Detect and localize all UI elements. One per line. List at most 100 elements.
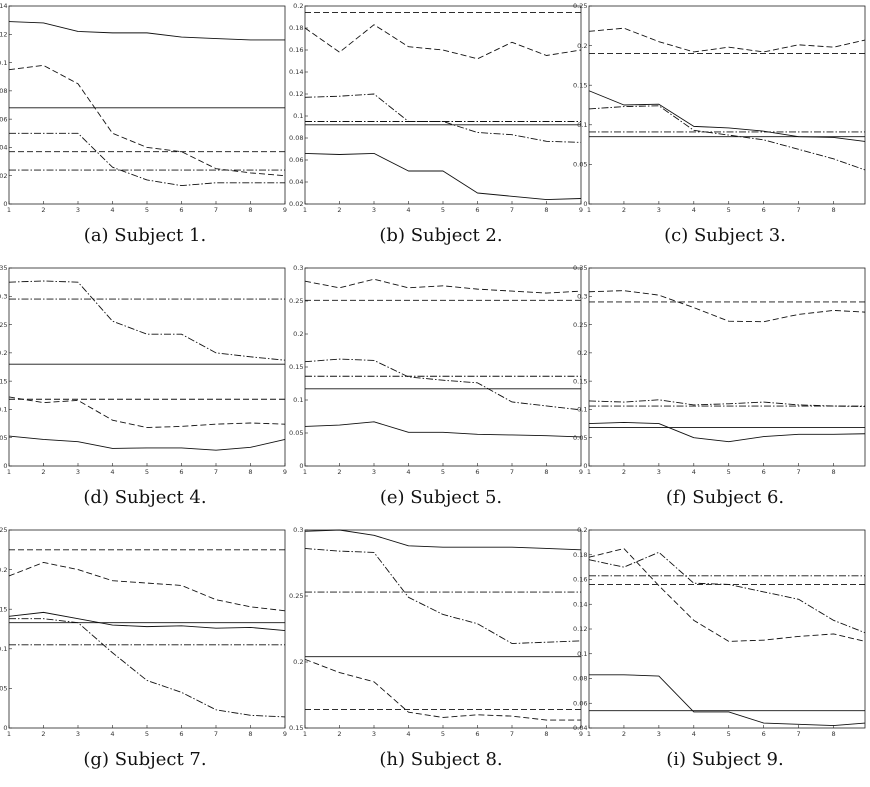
plot-frame [304,529,582,729]
panel-caption: (i) Subject 9. [666,749,784,770]
x-tick-label: 9 [579,206,583,214]
y-tick-label: 0.06 [289,156,303,164]
x-tick-label: 7 [510,730,514,738]
panel-caption: (b) Subject 2. [379,225,503,246]
y-tick-label: 0.08 [289,134,303,142]
y-tick-label: 0.05 [289,429,303,437]
series-line-solid [588,90,866,142]
x-tick-label: 6 [475,468,479,476]
plot-frame [588,267,866,467]
x-tick-label: 1 [7,468,11,476]
y-tick-label: 0.12 [0,30,8,38]
series-line-dashed [588,548,866,642]
x-tick-label: 1 [7,730,11,738]
y-tick-label: 0.3 [0,292,8,300]
y-tick-label: 0.25 [573,321,587,329]
y-tick-label: 0.35 [573,264,587,272]
x-tick-label: 5 [145,730,149,738]
x-tick-label: 7 [510,206,514,214]
x-tick-label: 1 [587,730,591,738]
x-tick-label: 3 [657,730,661,738]
x-tick-label: 8 [831,468,835,476]
series-line-solid [8,21,285,41]
x-tick-label: 9 [579,730,583,738]
y-tick-label: 0.2 [293,2,303,10]
x-tick-label: 6 [179,730,183,738]
x-tick-label: 8 [248,206,252,214]
x-tick-label: 7 [214,468,218,476]
panel-subject-9: 0.04 0.06 0.08 0.1 0.12 0.14 0.16 0.18 0.2 1 2 3 4 5 6… [573,524,870,787]
plot-frame [304,5,582,205]
chart-svg: 0 0.05 0.1 0.15 0.2 0.25 0.3 0.35 1 2 3 4 5 6 7 8 9 [0,264,287,476]
chart-svg: 0.02 0.04 0.06 0.08 0.1 0.12 0.14 0.16 0.18 0.2 1 2… [289,2,583,214]
x-tick-label: 3 [76,730,80,738]
x-tick-label: 4 [406,206,410,214]
panel-subject-6: 0 0.05 0.1 0.15 0.2 0.25 0.3 0.35 1 2 3 4 5 6 7 8 (f) Su… [573,262,870,524]
x-tick-label: 1 [303,730,307,738]
y-tick-label: 0.15 [289,363,303,371]
panel-subject-2: 0.02 0.04 0.06 0.08 0.1 0.12 0.14 0.16 0.18 0.2 1 2… [289,0,586,262]
x-tick-label: 4 [692,468,696,476]
series-line-dashdot [588,399,866,408]
plot-frame [8,529,286,729]
panel-caption: (c) Subject 3. [664,225,786,246]
y-tick-label: 0.2 [577,42,587,50]
x-tick-label: 4 [110,468,114,476]
x-tick-label: 8 [831,730,835,738]
y-tick-label: 0.05 [0,685,8,693]
x-tick-label: 4 [110,730,114,738]
x-tick-label: 5 [441,730,445,738]
y-tick-label: 0 [583,200,587,208]
series-line-solid [304,152,582,201]
x-tick-label: 2 [337,468,341,476]
panel-caption: (a) Subject 1. [83,225,207,246]
x-tick-label: 3 [372,730,376,738]
x-tick-label: 9 [283,730,287,738]
series-line-dashed [304,278,582,294]
chart-svg: 0 0.05 0.1 0.15 0.2 0.25 1 2 3 4 5 6 7 8 9 [0,526,287,738]
x-tick-label: 6 [475,730,479,738]
y-tick-label: 0.15 [0,377,8,385]
panel-subject-5: 0 0.05 0.1 0.15 0.2 0.25 0.3 1 2 3 4 5 6 7 8 9 (e) Subje… [289,262,586,524]
y-tick-label: 0.14 [573,600,587,608]
panel-subject-8: 0.15 0.2 0.25 0.3 1 2 3 4 5 6 7 8 9 (h) Subject 8. [289,524,586,787]
y-tick-label: 0 [299,462,303,470]
panel-subject-3: 0 0.05 0.1 0.15 0.2 0.25 1 2 3 4 5 6 7 8 (c) Subject 3… [573,0,870,262]
series-line-dashdot [304,93,582,143]
x-tick-label: 5 [145,206,149,214]
y-tick-label: 0.25 [573,2,587,10]
y-tick-label: 0.15 [573,81,587,89]
x-tick-label: 6 [475,206,479,214]
x-tick-label: 1 [587,468,591,476]
x-tick-label: 6 [762,206,766,214]
x-tick-label: 2 [41,206,45,214]
panel-caption: (e) Subject 5. [379,487,503,508]
chart-svg: 0.15 0.2 0.25 0.3 1 2 3 4 5 6 7 8 9 [289,526,583,738]
y-tick-label: 0.25 [289,297,303,305]
x-tick-label: 7 [214,730,218,738]
y-tick-label: 0.1 [577,650,587,658]
x-tick-label: 7 [797,468,801,476]
y-tick-label: 0 [3,462,7,470]
y-tick-label: 0.16 [573,576,587,584]
y-tick-label: 0.02 [289,200,303,208]
y-tick-label: 0.04 [573,724,587,732]
x-tick-label: 2 [41,730,45,738]
panel-caption: (f) Subject 6. [665,487,785,508]
y-tick-label: 0.1 [293,396,303,404]
x-tick-label: 5 [441,206,445,214]
x-tick-label: 7 [510,468,514,476]
x-tick-label: 2 [622,730,626,738]
series-line-dashdot [304,358,582,411]
y-tick-label: 0.2 [293,658,303,666]
y-tick-label: 0.15 [0,605,8,613]
y-tick-label: 0.06 [0,115,8,123]
series-line-dashed [8,64,286,177]
y-tick-label: 0 [3,200,7,208]
x-tick-label: 7 [797,206,801,214]
x-tick-label: 5 [727,468,731,476]
y-tick-label: 0.12 [573,625,587,633]
y-tick-label: 0.2 [577,526,587,534]
y-tick-label: 0.3 [293,526,303,534]
